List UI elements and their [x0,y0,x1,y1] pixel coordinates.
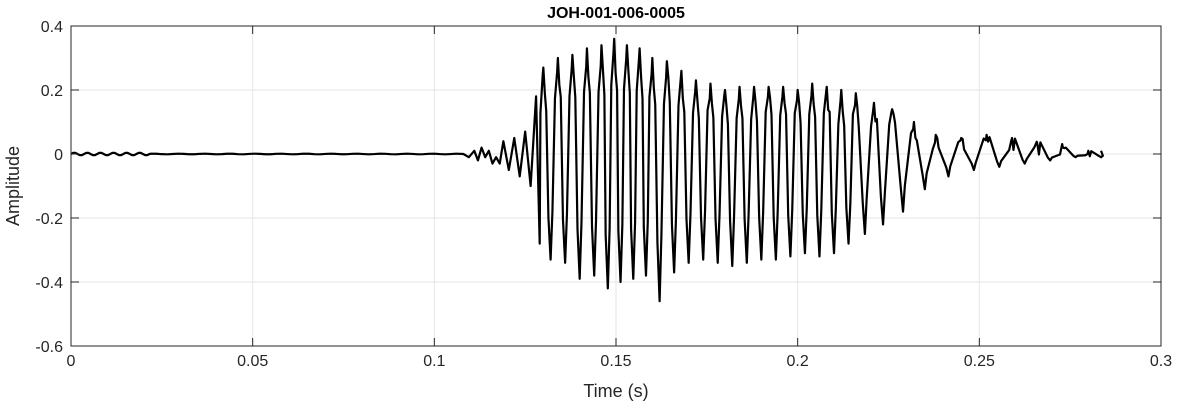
y-axis-ticks: -0.6 -0.4 -0.2 0 0.2 0.4 [35,19,1161,356]
x-tick-label: 0.1 [423,353,445,370]
chart-title: JOH-001-006-0005 [547,5,685,22]
y-tick-label: -0.6 [35,339,63,356]
y-tick-label: 0.4 [41,19,63,36]
x-axis-label: Time (s) [583,381,648,401]
y-tick-label: 0.2 [41,83,63,100]
x-tick-label: 0 [67,353,76,370]
x-tick-label: 0.2 [787,353,809,370]
x-tick-label: 0.15 [600,353,631,370]
y-tick-label: -0.2 [35,211,63,228]
x-tick-label: 0.3 [1150,353,1172,370]
signal-line [70,37,1104,303]
y-tick-label: 0 [54,147,63,164]
x-axis-ticks: 0 0.05 0.1 0.15 0.2 0.25 0.3 [67,26,1172,370]
x-tick-label: 0.25 [964,353,995,370]
y-tick-label: -0.4 [35,275,63,292]
y-axis-label: Amplitude [3,146,23,226]
x-tick-label: 0.05 [237,353,268,370]
